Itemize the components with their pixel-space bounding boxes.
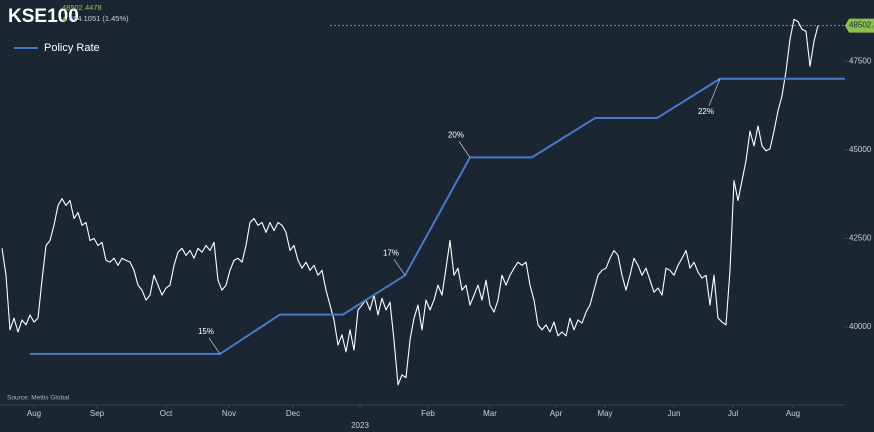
x-tick-label: Jun xyxy=(668,409,681,418)
value-label: 22% xyxy=(698,107,714,116)
label-leader xyxy=(708,78,721,106)
value-label: 17% xyxy=(383,248,399,257)
x-tick-label: Mar xyxy=(483,409,497,418)
x-tick-label: Jul xyxy=(728,409,738,418)
x-tick-label: Nov xyxy=(222,409,236,418)
current-label: 48502.44 xyxy=(849,21,874,30)
source: Source: Mettis Global xyxy=(7,395,70,402)
current-box xyxy=(845,18,874,33)
value-label: 20% xyxy=(448,130,464,139)
y-tick-label: 47500 xyxy=(849,56,872,65)
x-tick-label: Feb xyxy=(421,409,435,418)
quote-change: 694.1051 (1.45%) xyxy=(69,14,129,23)
x-tick-label: Dec xyxy=(286,409,300,418)
x-tick-label: May xyxy=(597,409,612,418)
x-tick-label: Apr xyxy=(550,409,563,418)
label-leader xyxy=(458,141,471,158)
value-label: 15% xyxy=(198,327,214,336)
x-tick-label: Aug xyxy=(786,409,800,418)
y-tick-label: 42500 xyxy=(849,234,872,243)
label-leader xyxy=(393,259,406,276)
x-tick-label: Sep xyxy=(90,409,105,418)
x-tick-label: Aug xyxy=(27,409,41,418)
legend-label: Policy Rate xyxy=(44,42,100,54)
index-line xyxy=(1,18,819,386)
y-tick-label: 40000 xyxy=(849,322,872,331)
chart-title: KSE100 xyxy=(8,6,79,27)
label-leader xyxy=(208,337,221,355)
x-tick-label: 2023 xyxy=(351,421,369,430)
y-tick-label: 45000 xyxy=(849,145,872,154)
x-tick-label: Oct xyxy=(160,409,173,418)
quote-price: 48502.4478 xyxy=(62,3,102,12)
up-arrow xyxy=(62,16,67,21)
